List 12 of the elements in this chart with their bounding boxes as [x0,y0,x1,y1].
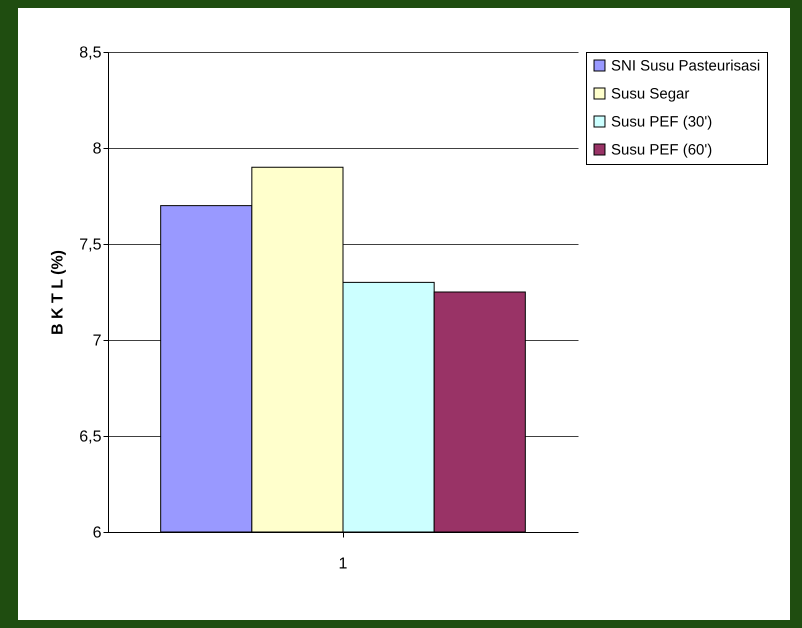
x-tick-label: 1 [338,556,348,572]
y-tick-label: 6,5 [79,428,102,446]
y-tick-label: 8,5 [79,44,102,62]
legend-label: Susu PEF (30') [611,114,712,130]
y-axis-title: B K T L (%) [49,250,66,336]
y-tick-label: 6 [92,524,102,542]
y-tick-label: 8 [92,140,102,158]
y-tick-label: 7 [92,332,102,350]
legend-label: SNI Susu Pasteurisasi [611,58,760,74]
legend-label: Susu PEF (60') [611,142,712,158]
y-tick-label: 7,5 [79,236,102,254]
legend-label: Susu Segar [611,86,690,102]
